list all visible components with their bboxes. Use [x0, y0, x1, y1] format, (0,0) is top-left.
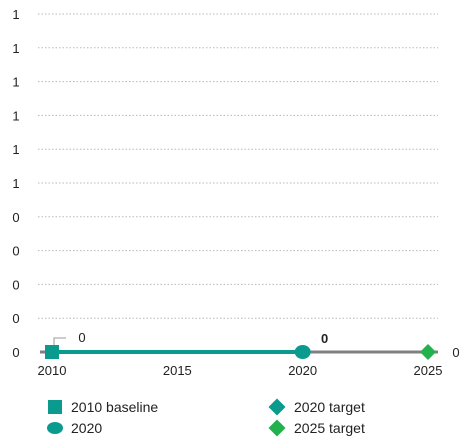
legend-diamond-icon: [268, 398, 286, 416]
current-2020-marker: [294, 345, 311, 359]
y-tick-label: 0: [12, 244, 19, 259]
x-tick-label: 2020: [288, 363, 317, 378]
legend-label-baseline: 2010 baseline: [71, 399, 159, 415]
legend-label-2020: 2020: [71, 420, 103, 436]
legend-item-2020: 2020: [47, 419, 102, 437]
y-tick-label: 0: [12, 345, 19, 360]
legend-square-icon: [48, 400, 62, 414]
legend-item-2025-target: 2025 target: [268, 419, 365, 437]
x-tick-label: 2025: [414, 363, 443, 378]
y-tick-label: 1: [12, 176, 19, 191]
data-label-2020: 0: [321, 331, 328, 346]
data-label-baseline: 0: [78, 330, 85, 345]
y-tick-label: 0: [12, 311, 19, 326]
chart-svg: 0 0 0 0 0 1 1 1 1 1 1 2010 2015 2020 2025 0 0 0: [12, 7, 459, 378]
y-tick-label: 1: [12, 142, 19, 157]
target-2025-marker: [420, 344, 436, 360]
y-tick-label: 1: [12, 7, 19, 22]
y-tick-label: 0: [12, 210, 19, 225]
x-tick-label: 2010: [38, 363, 67, 378]
legend-label-2020-target: 2020 target: [294, 399, 365, 415]
data-label-2025-target: 0: [452, 345, 459, 360]
legend-diamond-green-icon: [268, 419, 286, 437]
baseline-marker: [45, 345, 59, 359]
legend-label-2025-target: 2025 target: [294, 420, 365, 436]
legend-item-2020-target: 2020 target: [268, 398, 365, 416]
y-tick-label: 1: [12, 75, 19, 90]
y-tick-label: 1: [12, 108, 19, 123]
chart-legend: 2010 baseline 2020 2020 target 2025 targ…: [0, 395, 464, 439]
y-tick-label: 0: [12, 277, 19, 292]
legend-ellipse-icon: [47, 422, 63, 434]
x-tick-label: 2015: [163, 363, 192, 378]
annotation-leader: [53, 337, 66, 346]
legend-item-baseline: 2010 baseline: [47, 398, 158, 416]
y-tick-label: 1: [12, 41, 19, 56]
